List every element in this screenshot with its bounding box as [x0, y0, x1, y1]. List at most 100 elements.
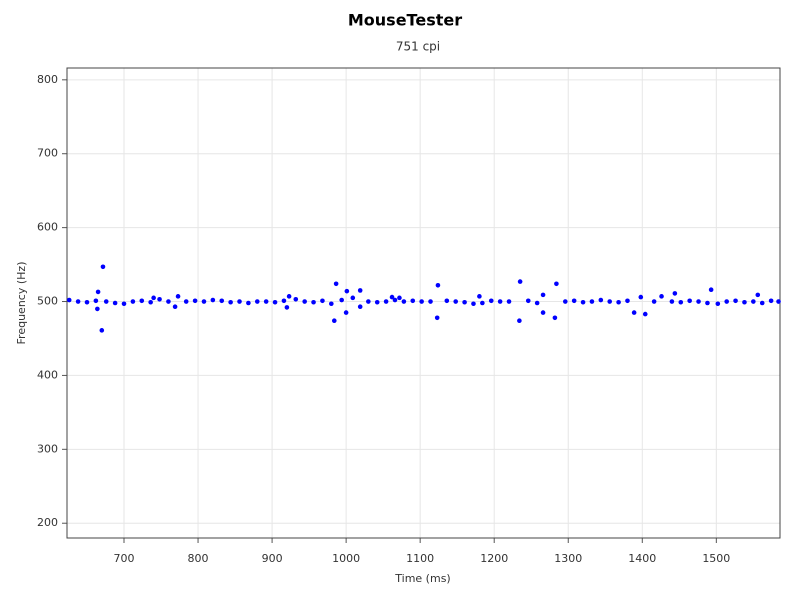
data-point: [733, 298, 738, 304]
data-point: [480, 300, 485, 306]
data-point: [263, 299, 269, 304]
y-tick-label: 800: [37, 73, 58, 86]
data-point: [580, 299, 586, 305]
data-point: [552, 315, 558, 321]
data-point: [506, 299, 512, 304]
y-axis-label: Frequency (Hz): [15, 262, 28, 345]
data-point: [331, 318, 337, 324]
data-point: [768, 298, 774, 304]
x-tick-label: 700: [114, 552, 135, 565]
data-point: [525, 298, 531, 304]
data-point: [366, 299, 371, 304]
data-point: [497, 299, 503, 304]
data-point: [139, 298, 145, 304]
data-point: [95, 306, 100, 312]
data-point: [453, 299, 459, 304]
data-point: [751, 299, 756, 304]
data-point: [130, 299, 136, 304]
data-point: [201, 299, 207, 304]
data-point: [428, 299, 433, 304]
data-point: [112, 300, 118, 306]
data-point: [705, 300, 710, 306]
data-point: [444, 298, 450, 304]
data-point: [562, 299, 568, 304]
data-point: [742, 299, 747, 305]
chart-title: MouseTester: [348, 11, 462, 30]
data-point: [776, 299, 781, 304]
data-point: [151, 295, 156, 301]
data-point: [651, 299, 657, 304]
data-point: [517, 318, 522, 324]
x-axis-label: Time (ms): [394, 572, 450, 585]
data-point: [237, 299, 242, 304]
data-point: [435, 282, 441, 288]
x-tick-label: 1300: [554, 552, 582, 565]
data-point: [672, 291, 678, 296]
data-point: [246, 300, 251, 306]
data-point: [410, 298, 416, 304]
data-point: [383, 299, 389, 304]
data-point: [540, 310, 546, 315]
data-point: [392, 297, 398, 303]
data-point: [344, 288, 350, 294]
data-point: [401, 299, 407, 304]
data-point: [540, 292, 546, 298]
data-point: [228, 299, 233, 305]
data-point: [616, 299, 621, 305]
data-point: [311, 299, 316, 305]
data-point: [157, 297, 162, 302]
data-point: [272, 299, 278, 305]
data-point: [715, 301, 721, 307]
data-point: [462, 299, 467, 305]
data-point: [678, 299, 684, 305]
data-point: [419, 299, 424, 304]
x-tick-label: 1100: [406, 552, 434, 565]
data-point: [434, 315, 440, 321]
data-point: [598, 297, 604, 303]
data-point: [219, 298, 225, 304]
data-point: [759, 300, 765, 306]
data-point: [339, 297, 344, 303]
data-point: [755, 292, 761, 298]
data-point: [687, 298, 692, 304]
data-point: [471, 301, 476, 307]
data-point: [175, 294, 181, 299]
data-point: [329, 301, 334, 307]
data-point: [121, 301, 127, 307]
data-point: [638, 294, 644, 300]
data-point: [389, 294, 395, 300]
y-tick-label: 600: [37, 221, 58, 234]
data-point: [183, 299, 189, 304]
data-point: [343, 310, 349, 315]
y-tick-label: 700: [37, 147, 58, 160]
data-point: [254, 299, 260, 304]
data-point: [286, 294, 292, 299]
x-tick-label: 900: [262, 552, 283, 565]
x-tick-label: 1500: [702, 552, 730, 565]
data-point: [534, 300, 540, 306]
data-point: [99, 328, 105, 333]
data-point: [302, 299, 307, 304]
data-point: [477, 294, 482, 299]
x-tick-label: 1400: [628, 552, 656, 565]
data-point: [669, 299, 675, 304]
data-point: [589, 299, 595, 304]
data-point: [284, 305, 290, 310]
data-point: [708, 287, 714, 292]
data-point: [517, 279, 523, 284]
data-point: [66, 297, 72, 303]
data-point: [357, 304, 363, 309]
data-point: [103, 299, 109, 304]
data-point: [631, 310, 637, 315]
data-point: [607, 299, 613, 304]
data-point: [642, 311, 648, 317]
data-point: [293, 297, 299, 302]
x-tick-label: 1000: [332, 552, 360, 565]
data-point: [333, 281, 339, 287]
data-point: [93, 298, 99, 304]
y-tick-label: 500: [37, 295, 58, 308]
data-point: [84, 299, 90, 305]
data-point: [148, 299, 153, 305]
data-point: [100, 264, 106, 270]
